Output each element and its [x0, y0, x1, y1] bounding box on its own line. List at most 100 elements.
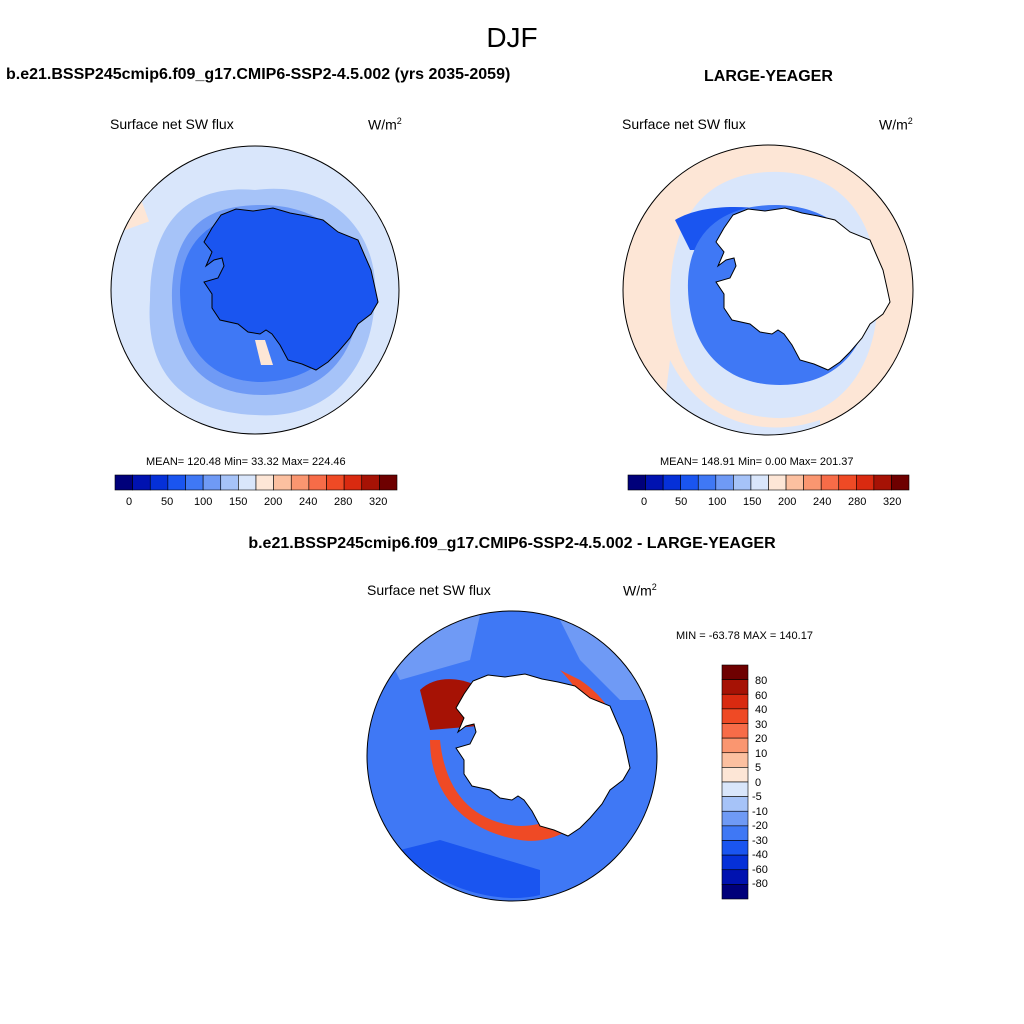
colorbar-swatch: [721, 810, 749, 827]
panel2-tick: 200: [778, 496, 797, 508]
panel3-tick: -30: [752, 835, 768, 847]
colorbar-swatch: [379, 474, 398, 491]
panel3-title: b.e21.BSSP245cmip6.f09_g17.CMIP6-SSP2-4.…: [248, 535, 776, 552]
panel3-tick: 60: [755, 690, 768, 702]
colorbar-swatch: [238, 474, 257, 491]
colorbar-swatch: [733, 474, 752, 491]
panel1-tick: 0: [126, 496, 133, 508]
colorbar-swatch: [721, 840, 749, 856]
panel1-tick: 200: [264, 496, 283, 508]
panel1-tick: 100: [194, 496, 213, 508]
panel2-stats: MEAN= 148.91 Min= 0.00 Max= 201.37: [660, 456, 854, 468]
colorbar-swatch: [721, 854, 749, 871]
colorbar-swatch: [326, 474, 345, 491]
colorbar-swatch: [361, 474, 380, 491]
colorbar-swatch: [715, 474, 734, 491]
colorbar-swatch: [721, 767, 749, 783]
panel2-variable: Surface net SW flux: [622, 116, 746, 132]
colorbar-swatch: [185, 474, 204, 491]
panel3-tick: 30: [755, 719, 768, 731]
panel2-tick: 150: [743, 496, 762, 508]
panel2-tick: 100: [708, 496, 727, 508]
panel2-tick: 320: [883, 496, 902, 508]
colorbar-swatch: [838, 474, 857, 491]
colorbar-swatch: [721, 737, 749, 754]
panel2-tick: 280: [848, 496, 867, 508]
panel3-tick: 10: [755, 748, 768, 760]
colorbar-swatch: [721, 869, 749, 885]
panel1-tick: 150: [229, 496, 248, 508]
colorbar-swatch: [820, 474, 840, 491]
panel1-variable: Surface net SW flux: [110, 116, 234, 132]
colorbar-swatch: [721, 884, 749, 900]
colorbar-swatch: [721, 752, 749, 768]
colorbar-swatch: [167, 474, 186, 491]
panel1-tick: 280: [334, 496, 353, 508]
panel3-stats: MIN = -63.78 MAX = 140.17: [676, 630, 813, 642]
colorbar-swatch: [873, 474, 892, 491]
colorbar-swatch: [149, 474, 169, 491]
panel2-tick: 0: [641, 496, 648, 508]
panel2-colorbar: [627, 474, 910, 491]
colorbar-swatch: [721, 693, 749, 710]
panel2-title: LARGE-YEAGER: [704, 68, 833, 85]
colorbar-swatch: [697, 474, 717, 491]
panel2-tick: 50: [675, 496, 688, 508]
colorbar-swatch: [721, 664, 749, 680]
colorbar-swatch: [114, 474, 133, 491]
panel3-tick: -5: [752, 791, 762, 803]
colorbar-swatch: [255, 474, 274, 491]
colorbar-swatch: [721, 679, 749, 695]
colorbar-swatch: [202, 474, 222, 491]
panel1-title: b.e21.BSSP245cmip6.f09_g17.CMIP6-SSP2-4.…: [6, 66, 511, 83]
panel3-tick: -10: [752, 806, 768, 818]
panel2-map: [623, 145, 913, 435]
panel3-tick: 80: [755, 675, 768, 687]
panel2-units: W/m2: [879, 116, 913, 133]
colorbar-swatch: [308, 474, 327, 491]
colorbar-swatch: [856, 474, 875, 491]
colorbar-swatch: [721, 796, 749, 812]
colorbar-swatch: [627, 474, 646, 491]
panel1-tick: 320: [369, 496, 388, 508]
panel3-map: [367, 611, 657, 901]
colorbar-swatch: [803, 474, 822, 491]
colorbar-swatch: [750, 474, 769, 491]
panel3-tick: -40: [752, 849, 768, 861]
colorbar-swatch: [343, 474, 363, 491]
colorbar-swatch: [645, 474, 664, 491]
figure-title: DJF: [486, 22, 538, 53]
panel1-tick: 240: [299, 496, 318, 508]
colorbar-swatch: [785, 474, 804, 491]
colorbar-swatch: [721, 723, 749, 739]
colorbar-swatch: [721, 708, 749, 724]
panel1-tick: 50: [161, 496, 174, 508]
panel3-colorbar: [721, 664, 749, 900]
colorbar-swatch: [721, 825, 749, 841]
panel3-tick: -80: [752, 878, 768, 890]
panel2-tick: 240: [813, 496, 832, 508]
colorbar-swatch: [768, 474, 787, 491]
panel3-map-border: [366, 610, 658, 902]
panel3-variable: Surface net SW flux: [367, 582, 491, 598]
panel3-tick: 5: [755, 762, 762, 774]
colorbar-swatch: [132, 474, 151, 491]
colorbar-swatch: [662, 474, 681, 491]
panel3-units: W/m2: [623, 582, 657, 599]
panel1-units: W/m2: [368, 116, 402, 133]
panel1-map-border: [110, 145, 400, 435]
panel2-map-border: [622, 144, 914, 436]
colorbar-swatch: [220, 474, 239, 491]
panel3-tick: -60: [752, 864, 768, 876]
panel1-stats: MEAN= 120.48 Min= 33.32 Max= 224.46: [146, 456, 346, 468]
panel3-tick: 0: [755, 777, 762, 789]
panel3-tick: -20: [752, 820, 768, 832]
colorbar-swatch: [680, 474, 699, 491]
panel1-map: [111, 146, 399, 434]
colorbar-swatch: [721, 781, 749, 797]
panel3-tick: 40: [755, 704, 768, 716]
panel1-colorbar: [114, 474, 398, 491]
colorbar-swatch: [891, 474, 910, 491]
panel3-tick: 20: [755, 733, 768, 745]
